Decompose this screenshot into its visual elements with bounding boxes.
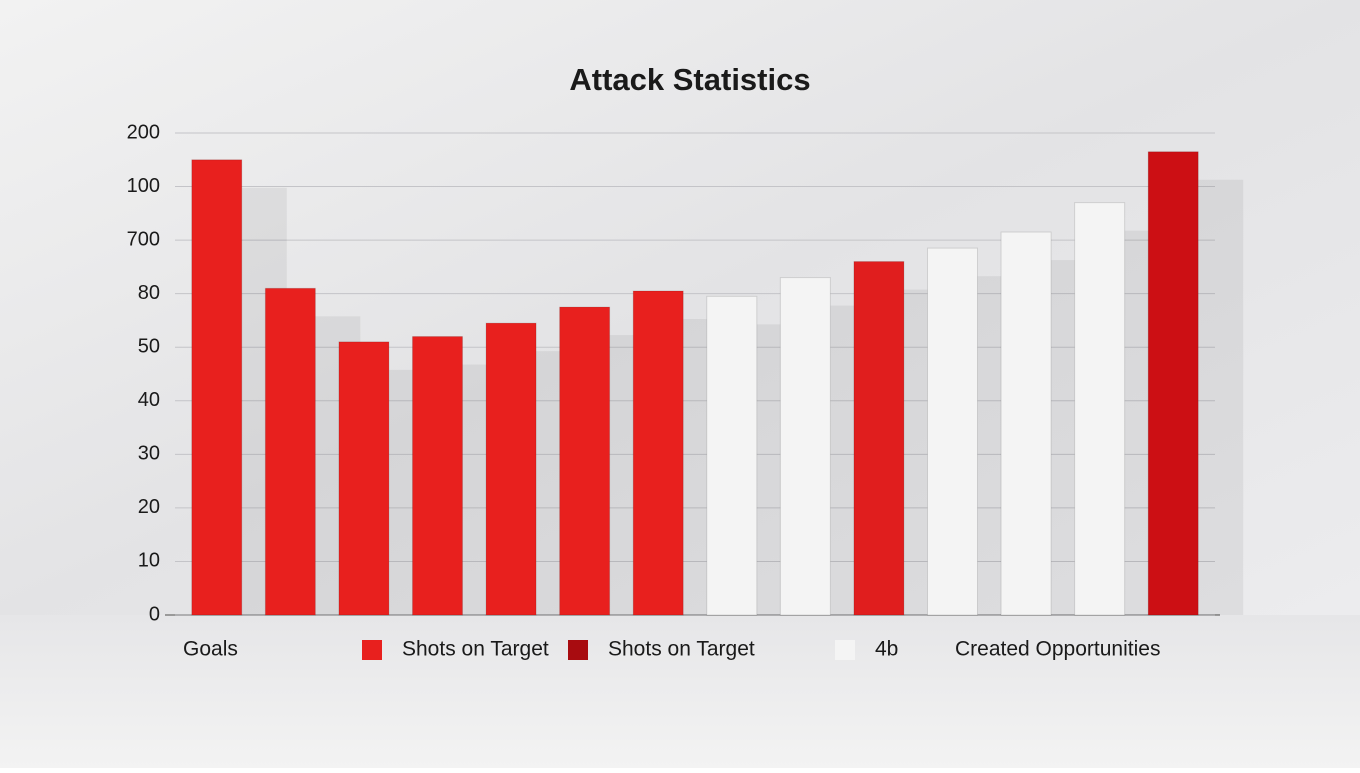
legend-label: Created Opportunities xyxy=(955,638,1160,661)
legend-label: Shots on Target xyxy=(402,638,549,661)
y-tick-label: 100 xyxy=(127,175,160,197)
bar xyxy=(191,159,243,616)
legend-label: 4b xyxy=(875,638,898,661)
bar-shadow xyxy=(1198,179,1244,615)
y-tick-label: 10 xyxy=(138,550,160,572)
bar xyxy=(632,290,684,616)
y-tick-label: 0 xyxy=(149,603,160,625)
legend-swatch xyxy=(835,640,855,660)
y-tick-label: 80 xyxy=(138,282,160,304)
bar xyxy=(927,247,978,616)
legend-swatch xyxy=(362,640,382,660)
y-tick-label: 20 xyxy=(138,496,160,518)
bar xyxy=(1147,151,1199,616)
y-tick-label: 40 xyxy=(138,389,160,411)
bar xyxy=(1000,231,1052,616)
y-tick-label: 700 xyxy=(127,228,160,250)
chart-title: Attack Statistics xyxy=(569,62,810,97)
bar xyxy=(485,322,537,616)
y-tick-label: 50 xyxy=(138,336,160,358)
floor xyxy=(0,615,1360,768)
legend-label: Shots on Target xyxy=(608,638,755,661)
legend-label: Goals xyxy=(183,638,238,661)
bar xyxy=(779,277,831,616)
bar xyxy=(338,341,390,616)
legend-swatch xyxy=(568,640,588,660)
bar xyxy=(853,261,905,616)
bar xyxy=(706,295,758,616)
y-tick-label: 200 xyxy=(127,121,160,143)
bar xyxy=(412,336,463,616)
bar xyxy=(1074,202,1126,616)
y-tick-label: 30 xyxy=(138,443,160,465)
bar xyxy=(559,306,611,616)
bar xyxy=(264,287,316,616)
